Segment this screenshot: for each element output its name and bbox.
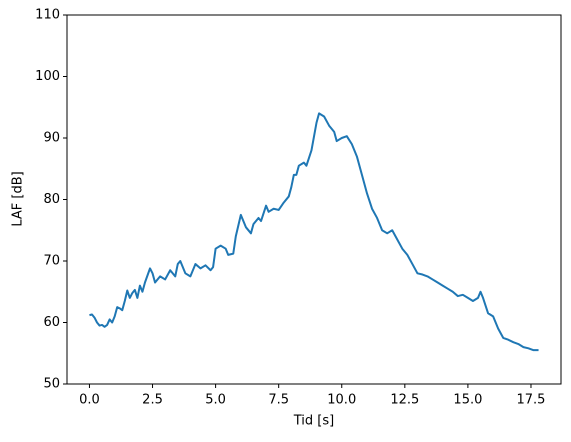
y-tick-label: 70 — [43, 254, 60, 269]
y-tick-label: 90 — [43, 131, 60, 146]
x-tick-label: 15.0 — [453, 393, 482, 408]
y-tick-label: 100 — [35, 69, 60, 84]
x-tick-label: 10.0 — [327, 393, 356, 408]
plot-frame — [66, 14, 562, 385]
x-tick-label: 7.5 — [268, 393, 289, 408]
x-tick-label: 12.5 — [390, 393, 419, 408]
y-axis-label: LAF [dB] — [11, 171, 26, 226]
x-tick-label: 2.5 — [142, 393, 163, 408]
data-line — [89, 112, 539, 352]
y-tick-label: 110 — [35, 8, 60, 23]
x-tick-label: 17.5 — [516, 393, 545, 408]
y-tick-label: 60 — [43, 315, 60, 330]
x-tick-label: 5.0 — [205, 393, 226, 408]
x-tick-label: 0.0 — [79, 393, 100, 408]
y-tick-label: 80 — [43, 192, 60, 207]
x-axis-label: Tid [s] — [293, 414, 334, 429]
y-tick-label: 50 — [43, 377, 60, 392]
